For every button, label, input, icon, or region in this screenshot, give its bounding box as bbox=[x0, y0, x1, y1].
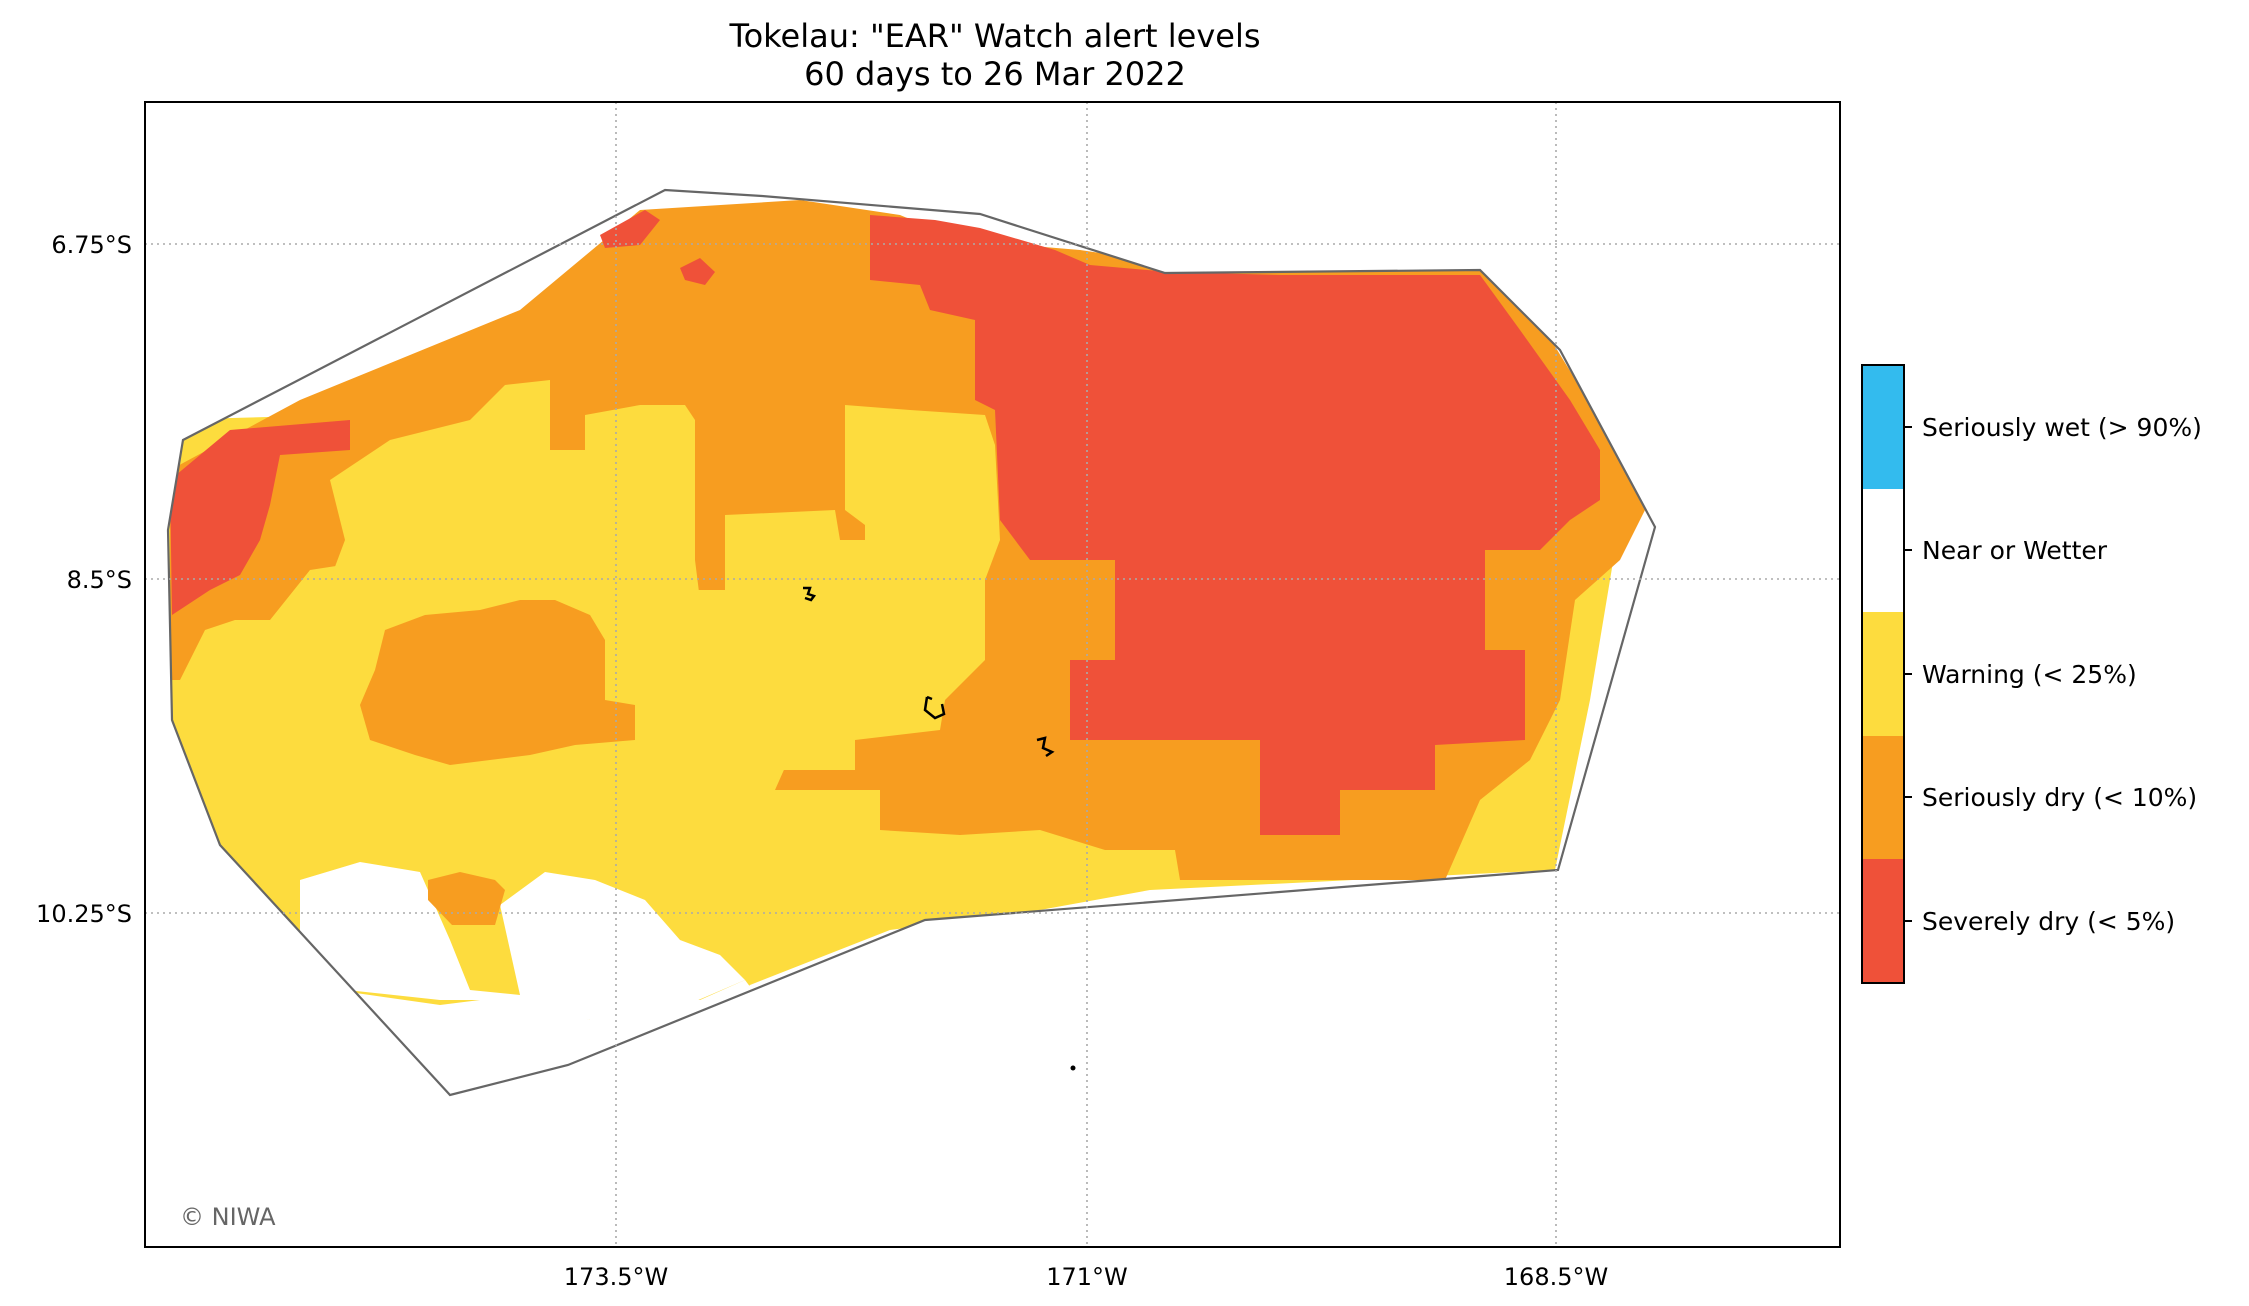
legend-swatch-warning bbox=[1862, 612, 1904, 736]
legend-swatch-severely-dry bbox=[1862, 859, 1904, 983]
region-severely-dry-north bbox=[600, 210, 660, 248]
legend-swatch-seriously-dry bbox=[1862, 736, 1904, 859]
niwa-credit: © NIWA bbox=[180, 1203, 276, 1231]
lon-label-173-5: 173.5°W bbox=[564, 1263, 668, 1291]
atoll-nukunonu bbox=[923, 695, 946, 720]
legend-swatch-seriously-wet bbox=[1862, 365, 1904, 489]
lat-label-10-25: 10.25°S bbox=[36, 900, 132, 928]
legend-label-seriously-wet: Seriously wet (> 90%) bbox=[1922, 413, 2202, 442]
region-seriously-dry-interior bbox=[360, 600, 635, 765]
map-subtitle: 60 days to 26 Mar 2022 bbox=[804, 55, 1186, 93]
region-near-or-wetter-south bbox=[300, 862, 745, 1025]
atoll-fakaofo bbox=[1036, 736, 1055, 758]
legend-label-near-or-wetter: Near or Wetter bbox=[1922, 536, 2108, 565]
legend: Seriously wet (> 90%) Near or Wetter War… bbox=[1861, 364, 2202, 984]
map-frame bbox=[144, 101, 1841, 1248]
lat-label-6-75: 6.75°S bbox=[51, 231, 132, 259]
lon-label-171: 171°W bbox=[1046, 1263, 1128, 1291]
legend-ticks bbox=[1904, 426, 1912, 922]
region-severely-dry bbox=[870, 215, 1600, 835]
atoll-atafu bbox=[803, 586, 817, 602]
region-severely-dry-west bbox=[170, 420, 350, 615]
gridlines bbox=[145, 102, 1840, 1247]
legend-label-severely-dry: Severely dry (< 5%) bbox=[1922, 907, 2175, 936]
region-seriously-dry-small bbox=[428, 872, 505, 925]
lat-label-8-5: 8.5°S bbox=[67, 566, 132, 594]
legend-swatch-near-or-wetter bbox=[1862, 489, 1904, 612]
alert-regions bbox=[168, 190, 1655, 1095]
map-title: Tokelau: "EAR" Watch alert levels bbox=[729, 17, 1261, 55]
atoll-swains bbox=[1070, 1065, 1076, 1071]
eez-outline bbox=[166, 188, 1657, 1097]
region-severely-dry-spot bbox=[680, 258, 715, 285]
legend-label-seriously-dry: Seriously dry (< 10%) bbox=[1922, 783, 2197, 812]
lon-label-168-5: 168.5°W bbox=[1504, 1263, 1608, 1291]
legend-label-warning: Warning (< 25%) bbox=[1922, 660, 2137, 689]
